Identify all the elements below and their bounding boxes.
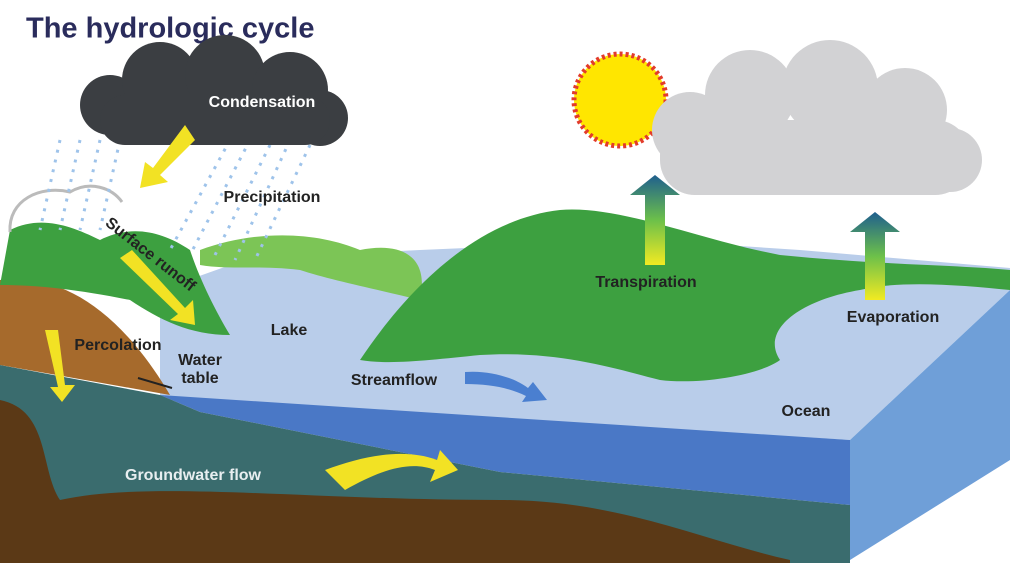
label: Transpiration	[595, 274, 696, 291]
label: Precipitation	[224, 189, 321, 206]
label: Groundwater flow	[125, 467, 262, 484]
label: Ocean	[782, 403, 831, 420]
rain-cloud	[80, 35, 348, 146]
label: Streamflow	[351, 372, 438, 389]
cloud	[652, 40, 982, 195]
label: Lake	[271, 322, 308, 339]
label: Condensation	[209, 94, 316, 111]
label: Percolation	[74, 337, 161, 354]
label: Water table	[170, 352, 230, 388]
diagram: The hydrologic cycle Condensation Precip…	[0, 0, 1013, 563]
scene: The hydrologic cycle Condensation Precip…	[0, 0, 1013, 563]
label: Evaporation	[847, 309, 939, 326]
title: The hydrologic cycle	[26, 13, 314, 45]
